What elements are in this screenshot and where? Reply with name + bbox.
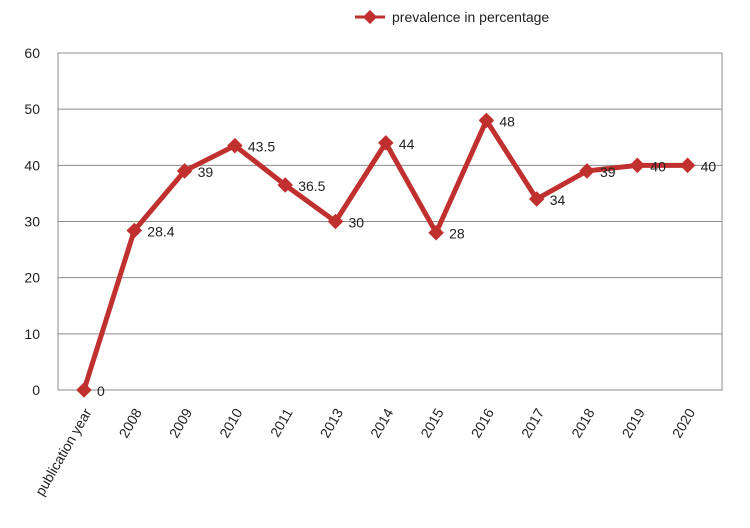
series-line (81, 115, 688, 391)
series-prevalence (76, 112, 696, 398)
x-axis-ticks: publication year 2008 2009 2010 2011 2013 2014… (32, 405, 699, 498)
data-label: 39 (600, 164, 616, 180)
x-tick-label: publication year (32, 405, 95, 498)
data-point-marker (327, 213, 344, 230)
y-tick-label: 0 (32, 382, 40, 398)
x-tick-label: 2014 (367, 405, 397, 440)
data-label: 48 (499, 113, 515, 129)
data-label: 34 (550, 192, 566, 208)
data-label: 40 (650, 158, 666, 174)
data-label: 28.4 (147, 223, 174, 239)
data-label: 44 (399, 136, 415, 152)
y-tick-label: 10 (24, 326, 40, 342)
y-tick-label: 50 (24, 101, 40, 117)
x-tick-label: 2013 (317, 405, 347, 440)
data-point-marker (126, 222, 143, 239)
y-axis-ticks: 0 10 20 30 40 50 60 (24, 45, 40, 398)
legend: prevalence in percentage (355, 9, 549, 25)
x-tick-label: 2018 (568, 405, 598, 440)
data-point-marker (428, 224, 444, 241)
legend-entry: prevalence in percentage (392, 9, 549, 25)
data-point-marker (378, 135, 394, 151)
data-label: 36.5 (298, 178, 325, 194)
x-tick-label: 2017 (518, 405, 548, 440)
data-label: 43.5 (248, 139, 275, 155)
data-point-marker (528, 191, 545, 207)
data-point-marker (679, 157, 696, 174)
data-label: 28 (449, 226, 465, 242)
data-point-marker (629, 157, 646, 174)
data-label: 30 (349, 215, 365, 231)
data-point-marker (176, 163, 193, 179)
data-label: 0 (97, 383, 105, 399)
x-tick-label: 2008 (115, 405, 145, 440)
y-tick-label: 40 (24, 157, 40, 173)
data-label: 40 (701, 158, 717, 174)
data-point-marker (579, 163, 595, 179)
y-tick-label: 20 (24, 270, 40, 286)
x-tick-label: 2020 (669, 405, 699, 440)
data-labels: 0 28.4 39 43.5 36.5 30 44 28 48 34 39 40 40 (97, 113, 716, 399)
y-tick-label: 60 (24, 45, 40, 61)
legend-marker (362, 9, 378, 25)
x-tick-label: 2010 (216, 405, 246, 440)
x-tick-label: 2019 (618, 405, 648, 440)
data-label: 39 (198, 164, 214, 180)
gridlines (57, 52, 723, 391)
y-tick-label: 30 (24, 214, 40, 230)
data-point-marker (76, 382, 92, 398)
x-tick-label: 2011 (267, 405, 296, 439)
data-point-marker (227, 137, 243, 154)
data-point-marker (277, 177, 293, 193)
x-tick-label: 2016 (468, 405, 498, 440)
x-tick-label: 2009 (166, 405, 196, 440)
x-tick-label: 2015 (417, 405, 447, 440)
